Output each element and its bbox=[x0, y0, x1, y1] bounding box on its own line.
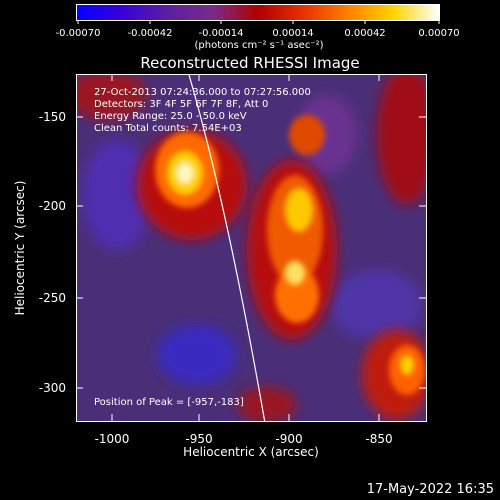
x-tick: -850 bbox=[365, 432, 393, 446]
x-tick: -1000 bbox=[94, 432, 130, 446]
algorithm-text: Clean Total counts: 7.54E+03 bbox=[94, 123, 242, 134]
rhessi-image bbox=[77, 75, 426, 421]
y-tick: -150 bbox=[38, 110, 66, 124]
colorbar-tick: 0.00042 bbox=[344, 28, 386, 39]
colorbar-units: (photons cm⁻² s⁻¹ asec⁻²) bbox=[194, 40, 324, 51]
colorbar-tick: -0.00070 bbox=[55, 28, 101, 39]
x-tick: -950 bbox=[185, 432, 213, 446]
colorbar-tick: 0.00070 bbox=[418, 28, 460, 39]
x-tick: -900 bbox=[275, 432, 303, 446]
x-axis-label: Heliocentric X (arcsec) bbox=[183, 445, 319, 459]
colorbar bbox=[76, 4, 440, 21]
time-range-text: 27-Oct-2013 07:24:36.000 to 07:27:56.000 bbox=[94, 87, 311, 98]
solar-limb-line bbox=[188, 75, 266, 421]
colorbar-tick: 0.00014 bbox=[272, 28, 314, 39]
detectors-text: Detectors: 3F 4F 5F 6F 7F 8F, Att 0 bbox=[94, 99, 269, 110]
image-plot bbox=[76, 74, 427, 422]
energy-range-text: Energy Range: 25.0 - 50.0 keV bbox=[94, 111, 247, 122]
plot-title: Reconstructed RHESSI Image bbox=[140, 54, 360, 72]
y-tick: -300 bbox=[38, 381, 66, 395]
y-tick: -250 bbox=[38, 291, 66, 305]
peak-position-text: Position of Peak = [-957,-183] bbox=[94, 397, 244, 408]
colorbar-tick: -0.00042 bbox=[127, 28, 173, 39]
y-tick: -200 bbox=[38, 199, 66, 213]
footer-timestamp: 17-May-2022 16:35 bbox=[366, 482, 494, 497]
colorbar-tick: -0.00014 bbox=[198, 28, 244, 39]
